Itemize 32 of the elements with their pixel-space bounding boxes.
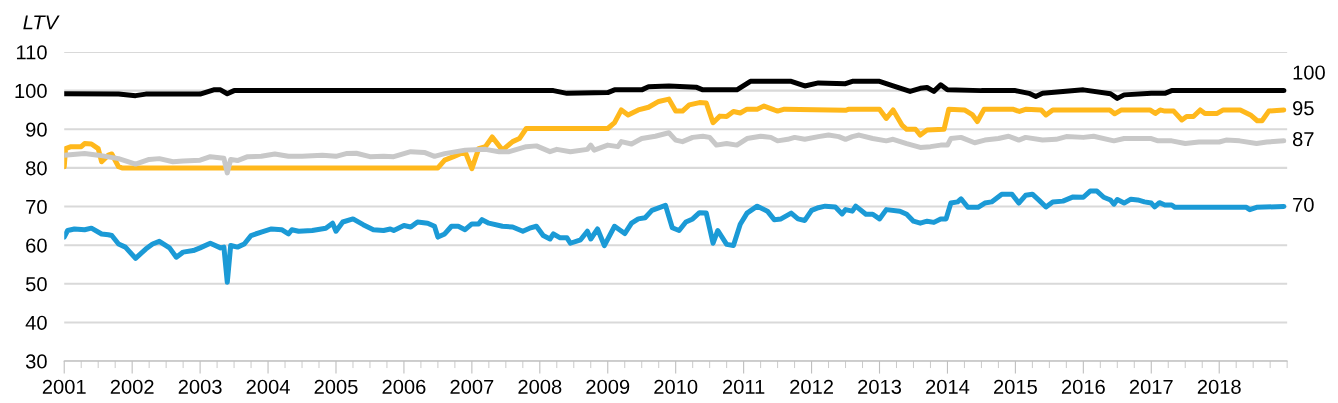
x-tick-label: 2010 <box>654 379 698 394</box>
x-tick-label: 2007 <box>450 379 494 394</box>
y-tick-label: 110 <box>16 45 47 60</box>
x-tick-label: 2013 <box>858 379 902 394</box>
x-tick-label: 2016 <box>1061 379 1105 394</box>
x-tick-label: 2006 <box>382 379 426 394</box>
y-tick-label: 90 <box>26 122 47 137</box>
text: 95 <box>1293 101 1314 116</box>
y-tick-label: 50 <box>25 277 47 292</box>
text: 100 <box>1293 65 1325 80</box>
y-axis-title: LTV <box>23 15 60 30</box>
y-tick-label: 100 <box>15 83 47 99</box>
x-tick-label: 2002 <box>110 379 154 394</box>
x-tick-label: 2008 <box>518 379 562 394</box>
x-tick-label: 2003 <box>178 379 222 394</box>
x-tick-label: 2011 <box>722 379 765 394</box>
x-tick-label: 2014 <box>926 379 970 394</box>
y-tick-label: 40 <box>25 315 47 330</box>
x-tick-label: 2004 <box>246 379 290 394</box>
x-tick-label: 2015 <box>994 379 1037 394</box>
x-tick-label: 2012 <box>790 379 833 394</box>
y-tick-label: 80 <box>26 161 47 176</box>
y-tick-label: 30 <box>25 354 47 369</box>
x-tick-label: 2009 <box>586 379 630 394</box>
x-tick-label: 2018 <box>1197 379 1241 394</box>
x-tick-label: 2001 <box>42 379 86 394</box>
x-tick-label: 2017 <box>1129 379 1173 394</box>
text: 87 <box>1292 132 1314 147</box>
y-tick-label: 60 <box>26 238 47 253</box>
text: 70 <box>1293 197 1314 212</box>
y-tick-label: 70 <box>26 199 47 215</box>
x-tick-label: 2005 <box>314 379 358 394</box>
